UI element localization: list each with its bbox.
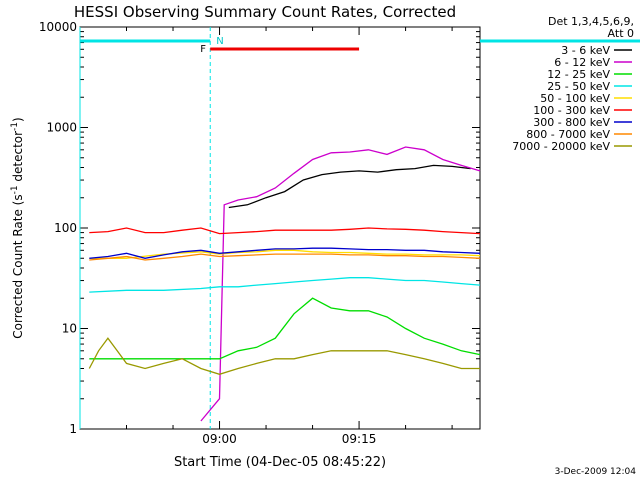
legend-entry-label: 12 - 25 keV	[547, 68, 610, 81]
series-line-6	[89, 247, 481, 259]
legend-entry-label: 800 - 7000 keV	[526, 128, 610, 141]
y-axis-label-sup2: -1	[10, 122, 20, 131]
y-axis-label-mid: detector	[11, 131, 25, 186]
y-axis-label-main: Corrected Count Rate (s	[11, 194, 25, 338]
timestamp: 3-Dec-2009 12:04	[555, 467, 637, 477]
x-tick-label: 09:00	[202, 432, 237, 446]
legend-entry-label: 3 - 6 keV	[561, 44, 610, 57]
y-tick-label: 10	[62, 322, 77, 336]
y-axis-label-sup1: -1	[10, 185, 20, 194]
series-line-8	[88, 337, 480, 375]
y-tick-label: 100	[54, 221, 77, 235]
series-line-5	[89, 227, 481, 235]
x-tick-label: 09:15	[342, 432, 377, 446]
series-line-4	[89, 249, 481, 259]
legend-entry-label: 25 - 50 keV	[547, 80, 610, 93]
y-tick-label: 10000	[39, 20, 77, 34]
legend-entry-label: 300 - 800 keV	[533, 116, 610, 129]
legend-entry-label: 6 - 12 keV	[554, 56, 610, 69]
legend-header: Det 1,3,4,5,6,9,	[548, 15, 634, 28]
axis-ticks-layer: 1 10 100 1000 10000 09:00 09:15	[39, 20, 480, 446]
x-axis-label: Start Time (04-Dec-05 08:45:22)	[174, 455, 386, 470]
series-layer	[88, 146, 481, 422]
series-line-7	[89, 253, 481, 261]
series-line-0	[228, 164, 471, 209]
night-flag-label: N	[216, 36, 223, 47]
series-line-3	[89, 277, 481, 293]
y-tick-label: 1	[69, 422, 77, 436]
marker-layer: FN	[79, 27, 640, 429]
flare-flag-label: F	[200, 44, 206, 55]
y-axis-label: Corrected Count Rate (s-1 detector-1)	[10, 117, 25, 338]
chart-title: HESSI Observing Summary Count Rates, Cor…	[74, 3, 456, 21]
legend-entry-label: 7000 - 20000 keV	[512, 140, 610, 153]
plot-frame	[79, 26, 481, 430]
y-axis-label-end: )	[11, 117, 25, 122]
y-tick-label: 1000	[46, 121, 77, 135]
series-line-2	[89, 297, 481, 360]
legend-header: Att 0	[608, 27, 634, 40]
legend-entry-label: 50 - 100 keV	[540, 92, 610, 105]
series-line-1	[200, 146, 481, 422]
legend-entry-label: 100 - 300 keV	[533, 104, 610, 117]
